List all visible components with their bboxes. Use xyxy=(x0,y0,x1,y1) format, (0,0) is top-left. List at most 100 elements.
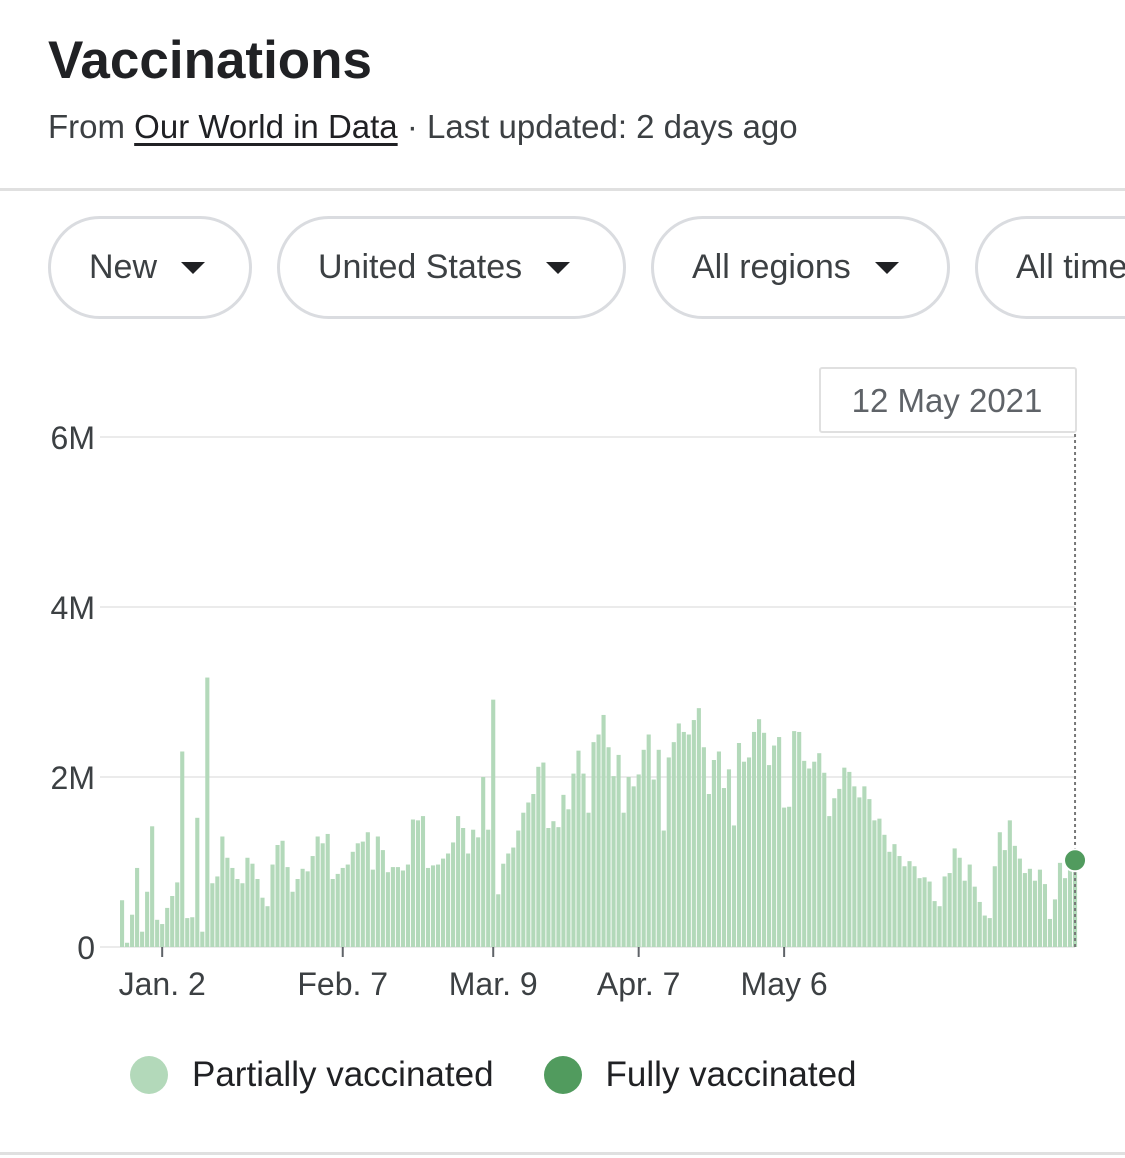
bar-partially xyxy=(410,819,416,947)
bar-partially xyxy=(842,767,847,947)
bar-partially xyxy=(130,914,135,947)
bar-partially xyxy=(817,753,822,947)
bar-partially xyxy=(491,699,496,947)
bar-partially xyxy=(777,737,782,947)
x-tick-label: Mar. 9 xyxy=(449,966,538,1002)
bar-partially xyxy=(375,836,380,947)
y-tick-label: 0 xyxy=(77,930,95,966)
legend-full-swatch xyxy=(543,1056,582,1094)
bar-partially xyxy=(651,779,656,947)
bar-partially xyxy=(1007,820,1012,947)
bar-partially xyxy=(380,850,385,947)
bar-partially xyxy=(822,772,827,947)
legend-item-partial[interactable]: Partially vaccinated xyxy=(130,1055,494,1095)
source-prefix: From xyxy=(48,108,125,145)
bar-partially xyxy=(456,816,461,947)
bar-partially xyxy=(606,747,611,947)
bar-partially xyxy=(872,820,877,947)
bar-partially xyxy=(135,867,140,947)
bar-partially xyxy=(290,891,295,947)
source-link[interactable]: Our World in Data xyxy=(134,108,398,145)
bar-partially xyxy=(215,876,220,947)
bar-partially xyxy=(541,762,546,947)
bar-partially xyxy=(962,880,967,947)
bar-partially xyxy=(571,773,576,947)
time-filter-dropdown[interactable]: All time xyxy=(975,216,1125,319)
bar-partially xyxy=(425,867,431,947)
page-title: Vaccinations xyxy=(48,31,373,90)
bar-partially xyxy=(1012,845,1017,947)
metric-filter-dropdown[interactable]: New xyxy=(48,216,252,319)
bar-partially xyxy=(415,820,421,947)
bar-partially xyxy=(230,867,235,947)
bar-partially xyxy=(772,745,777,947)
bar-partially xyxy=(997,832,1002,947)
bar-partially xyxy=(420,816,426,947)
country-filter-dropdown[interactable]: United States xyxy=(277,216,626,319)
bar-partially xyxy=(756,719,762,947)
bar-partially xyxy=(275,845,280,947)
bar-partially xyxy=(175,882,180,947)
bar-partially xyxy=(646,734,651,947)
bar-partially xyxy=(596,734,601,947)
legend-item-full[interactable]: Fully vaccinated xyxy=(543,1055,857,1095)
bar-partially xyxy=(611,776,616,947)
bar-partially xyxy=(912,866,917,947)
bar-partially xyxy=(937,906,942,947)
bar-partially xyxy=(827,816,832,947)
bar-partially xyxy=(471,829,476,947)
bar-partially xyxy=(511,847,516,947)
x-tick-label: Apr. 7 xyxy=(597,966,681,1002)
bar-partially xyxy=(832,798,837,947)
bar-partially xyxy=(907,861,912,947)
bar-partially xyxy=(701,747,706,947)
bar-partially xyxy=(310,856,315,947)
bar-partially xyxy=(917,878,922,947)
bar-partially xyxy=(240,883,245,947)
x-tick-label: Feb. 7 xyxy=(297,966,388,1002)
bar-partially xyxy=(977,901,982,947)
bar-partially xyxy=(536,766,541,947)
vaccinations-chart[interactable]: 0 2M 4M 6M Jan. 2 Feb. 7 Mar. 9 Apr. 7 May 6 12… xyxy=(0,350,1125,1030)
bar-partially xyxy=(195,817,200,947)
bar-partially xyxy=(330,879,335,947)
bar-partially xyxy=(882,834,887,947)
bar-partially xyxy=(526,802,531,947)
legend-partial-label: Partially vaccinated xyxy=(192,1055,494,1094)
bar-partially xyxy=(681,731,686,947)
bar-partially xyxy=(451,842,456,947)
bar-partially xyxy=(355,843,360,947)
filter-bar: New United States All regions All time xyxy=(0,216,1125,326)
bar-partially xyxy=(736,743,742,947)
hover-point xyxy=(1063,848,1088,873)
source-line: From Our World in Data · Last updated: 2… xyxy=(48,108,798,146)
bar-partially xyxy=(601,714,606,947)
last-updated: · Last updated: 2 days ago xyxy=(406,108,798,145)
bar-partially xyxy=(807,768,812,947)
bar-partially xyxy=(576,750,581,947)
bar-partially xyxy=(751,731,757,947)
bar-partially xyxy=(802,760,807,947)
region-filter-dropdown[interactable]: All regions xyxy=(651,216,950,319)
bar-partially xyxy=(616,754,621,947)
x-axis: Jan. 2 Feb. 7 Mar. 9 Apr. 7 May 6 xyxy=(119,947,828,1002)
bar-partially xyxy=(170,896,175,947)
bar-partially xyxy=(245,857,250,947)
legend-full-label: Fully vaccinated xyxy=(605,1055,857,1094)
header-divider xyxy=(0,188,1125,191)
hover-indicator: 12 May 2021 xyxy=(819,367,1088,947)
chart-bars xyxy=(120,677,1078,947)
bar-partially xyxy=(270,864,275,947)
bar-partially xyxy=(120,900,125,947)
bar-partially xyxy=(721,788,726,947)
bar-partially xyxy=(255,879,260,947)
bar-partially xyxy=(325,833,330,947)
bar-partially xyxy=(180,751,185,947)
bar-partially xyxy=(365,832,370,947)
bar-partially xyxy=(235,879,240,947)
bar-partially xyxy=(782,807,787,947)
bar-partially xyxy=(506,853,511,947)
bar-partially xyxy=(160,924,165,947)
bar-partially xyxy=(446,853,451,947)
bar-partially xyxy=(942,876,947,947)
